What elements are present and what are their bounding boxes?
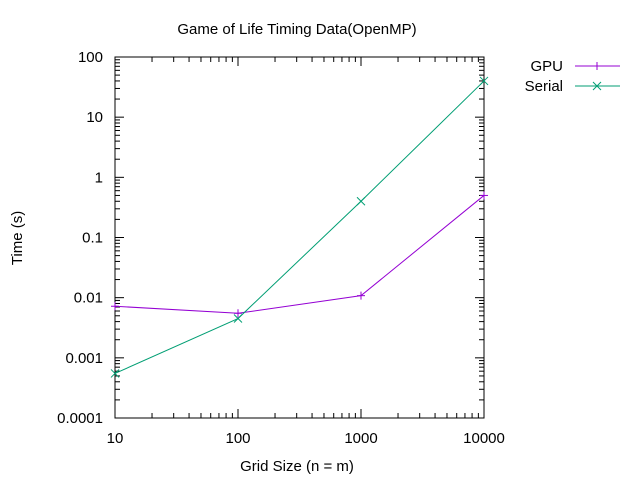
data-point-serial — [233, 314, 243, 323]
x-axis-title: Grid Size (n = m) — [240, 458, 354, 475]
y-tick-label: 0.1 — [82, 230, 103, 247]
series-layer — [110, 76, 489, 378]
y-axis-title: Time (s) — [9, 211, 26, 265]
data-point-serial — [110, 369, 120, 378]
legend-marker-gpu — [593, 62, 601, 70]
y-tick-label: 0.01 — [74, 290, 103, 307]
y-tick-label: 10 — [86, 109, 103, 126]
chart-title: Game of Life Timing Data(OpenMP) — [177, 21, 416, 38]
series-line-gpu — [114, 195, 485, 314]
x-tick-label: 100 — [225, 430, 250, 447]
y-tick-label: 1 — [95, 169, 103, 186]
data-point-gpu — [234, 309, 242, 318]
x-tick-label: 10 — [107, 430, 124, 447]
x-tick-label: 1000 — [344, 430, 377, 447]
data-point-serial — [479, 76, 489, 86]
legend-label-serial: Serial — [525, 78, 563, 95]
y-tick-label: 0.001 — [65, 350, 103, 367]
legend: GPU Serial — [525, 58, 620, 95]
x-tick-label: 10000 — [463, 430, 505, 447]
data-point-serial — [356, 196, 366, 206]
legend-marker-serial — [592, 81, 602, 91]
y-axis-ticks: 0.0001 0.001 0.01 0.1 1 10 100 — [57, 49, 484, 427]
x-axis-ticks: 10 100 1000 10000 — [107, 57, 505, 447]
y-tick-label: 0.0001 — [57, 410, 103, 427]
legend-label-gpu: GPU — [530, 58, 563, 75]
data-point-gpu — [357, 291, 365, 300]
plot-frame — [114, 56, 485, 419]
data-point-gpu — [480, 191, 488, 200]
series-line-serial — [114, 80, 485, 374]
data-point-gpu — [111, 302, 119, 311]
y-tick-label: 100 — [78, 49, 103, 66]
